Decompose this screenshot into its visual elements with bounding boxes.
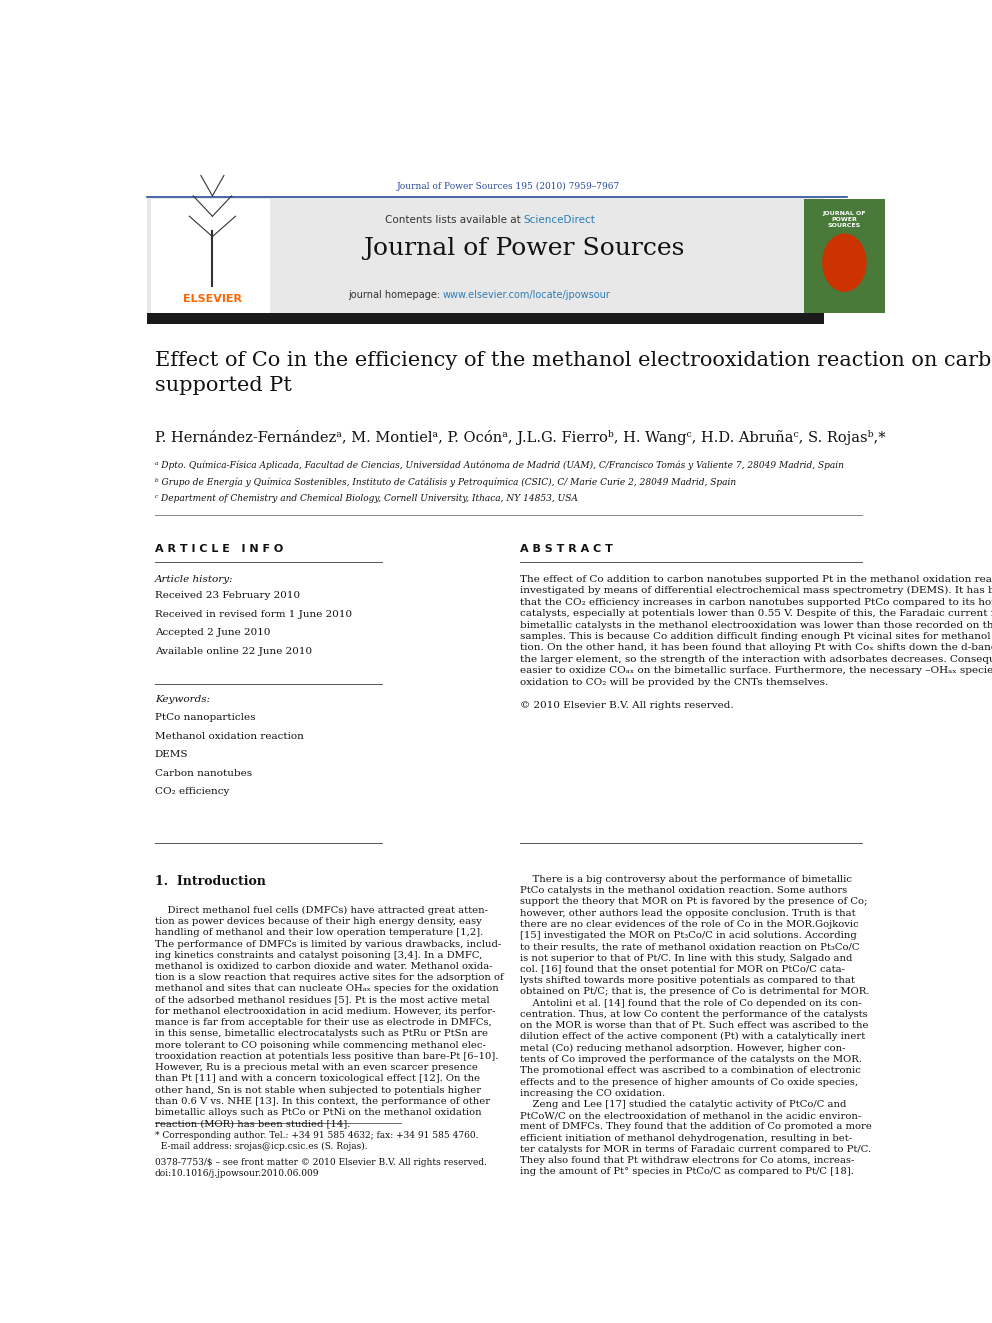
Text: ScienceDirect: ScienceDirect xyxy=(524,214,595,225)
Text: Journal of Power Sources: Journal of Power Sources xyxy=(363,237,684,261)
Text: ᵇ Grupo de Energía y Química Sostenibles, Instituto de Catálisis y Petroquímica : ᵇ Grupo de Energía y Química Sostenibles… xyxy=(155,478,736,487)
Text: P. Hernández-Fernándezᵃ, M. Montielᵃ, P. Ocónᵃ, J.L.G. Fierroᵇ, H. Wangᶜ, H.D. A: P. Hernández-Fernándezᵃ, M. Montielᵃ, P.… xyxy=(155,430,886,445)
Text: JOURNAL OF
POWER
SOURCES: JOURNAL OF POWER SOURCES xyxy=(822,212,866,228)
Text: A R T I C L E   I N F O: A R T I C L E I N F O xyxy=(155,544,283,554)
Bar xyxy=(805,198,885,312)
Text: journal homepage:: journal homepage: xyxy=(348,290,443,300)
Bar xyxy=(151,198,270,312)
Circle shape xyxy=(822,234,866,291)
Text: Received in revised form 1 June 2010: Received in revised form 1 June 2010 xyxy=(155,610,352,619)
Text: PtCo nanoparticles: PtCo nanoparticles xyxy=(155,713,255,722)
Text: * Corresponding author. Tel.: +34 91 585 4632; fax: +34 91 585 4760.
  E-mail ad: * Corresponding author. Tel.: +34 91 585… xyxy=(155,1130,478,1151)
Text: Direct methanol fuel cells (DMFCs) have attracted great atten-
tion as power dev: Direct methanol fuel cells (DMFCs) have … xyxy=(155,906,504,1129)
Text: Effect of Co in the efficiency of the methanol electrooxidation reaction on carb: Effect of Co in the efficiency of the me… xyxy=(155,352,992,396)
Text: Accepted 2 June 2010: Accepted 2 June 2010 xyxy=(155,628,270,638)
Text: A B S T R A C T: A B S T R A C T xyxy=(520,544,613,554)
Text: Received 23 February 2010: Received 23 February 2010 xyxy=(155,591,300,601)
Text: ELSEVIER: ELSEVIER xyxy=(183,294,242,303)
Text: Carbon nanotubes: Carbon nanotubes xyxy=(155,769,252,778)
Text: Contents lists available at: Contents lists available at xyxy=(385,214,524,225)
Text: 1.  Introduction: 1. Introduction xyxy=(155,875,266,888)
Text: Journal of Power Sources 195 (2010) 7959–7967: Journal of Power Sources 195 (2010) 7959… xyxy=(397,181,620,191)
Text: Article history:: Article history: xyxy=(155,574,233,583)
Text: ᵃ Dpto. Química-Física Aplicada, Facultad de Ciencias, Universidad Autónoma de M: ᵃ Dpto. Química-Física Aplicada, Faculta… xyxy=(155,460,843,470)
Text: The effect of Co addition to carbon nanotubes supported Pt in the methanol oxida: The effect of Co addition to carbon nano… xyxy=(520,574,992,709)
Bar xyxy=(147,314,823,324)
Text: ᶜ Department of Chemistry and Chemical Biology, Cornell University, Ithaca, NY 1: ᶜ Department of Chemistry and Chemical B… xyxy=(155,495,577,504)
Text: Keywords:: Keywords: xyxy=(155,696,210,704)
Text: Available online 22 June 2010: Available online 22 June 2010 xyxy=(155,647,311,656)
Text: www.elsevier.com/locate/jpowsour: www.elsevier.com/locate/jpowsour xyxy=(443,290,611,300)
Text: DEMS: DEMS xyxy=(155,750,188,759)
Bar xyxy=(147,198,823,320)
Text: There is a big controversy about the performance of bimetallic
PtCo catalysts in: There is a big controversy about the per… xyxy=(520,875,872,1176)
Text: CO₂ efficiency: CO₂ efficiency xyxy=(155,787,229,796)
Text: 0378-7753/$ – see front matter © 2010 Elsevier B.V. All rights reserved.
doi:10.: 0378-7753/$ – see front matter © 2010 El… xyxy=(155,1158,487,1179)
Text: Methanol oxidation reaction: Methanol oxidation reaction xyxy=(155,732,304,741)
